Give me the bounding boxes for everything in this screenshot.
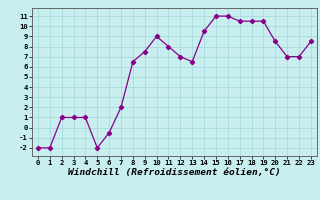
X-axis label: Windchill (Refroidissement éolien,°C): Windchill (Refroidissement éolien,°C) xyxy=(68,168,281,177)
